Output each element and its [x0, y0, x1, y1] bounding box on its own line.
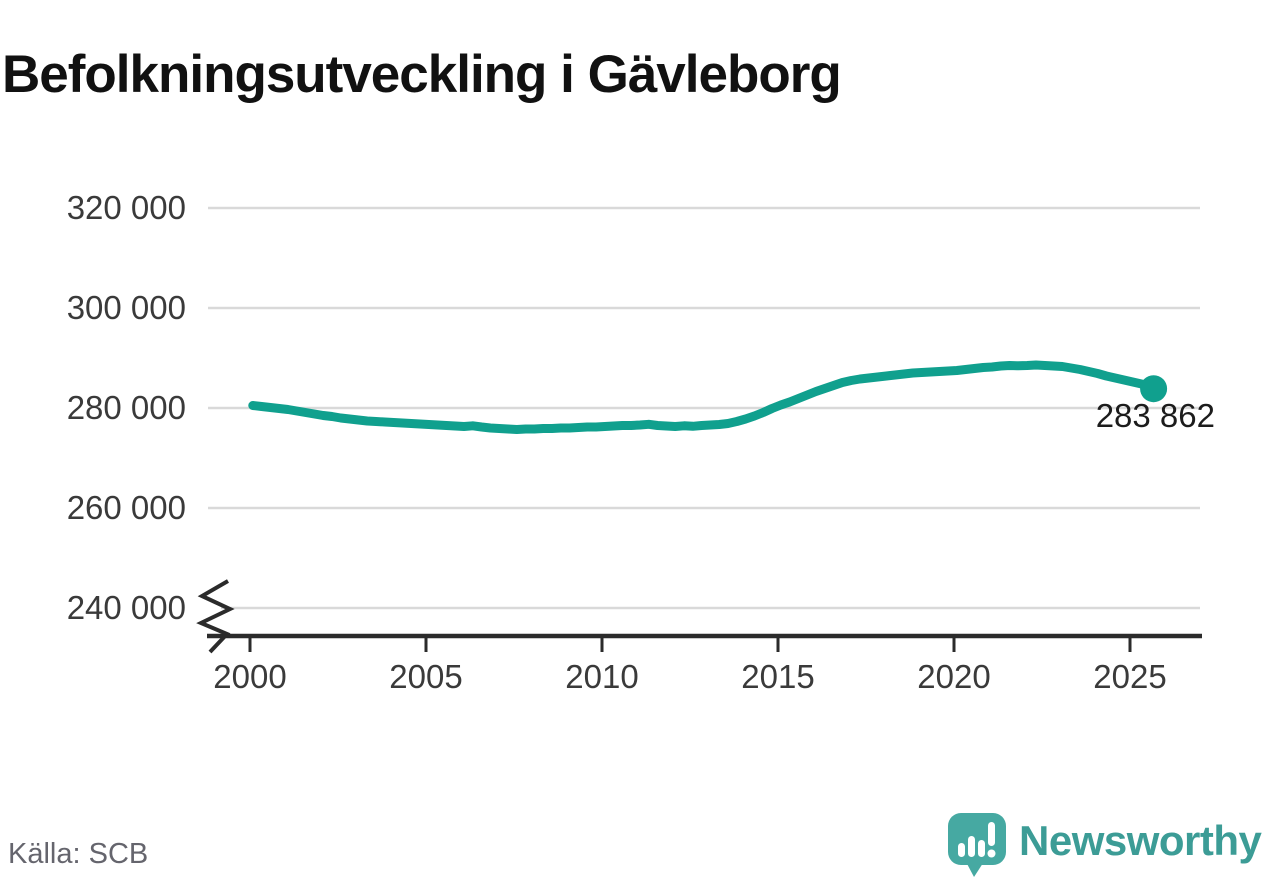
newsworthy-logo-icon: [948, 813, 1006, 877]
newsworthy-logo-text: Newsworthy: [1019, 817, 1262, 864]
y-axis-tick-label: 240 000: [66, 589, 186, 626]
end-value-label: 283 862: [1095, 397, 1215, 434]
y-axis-tick-label: 260 000: [66, 489, 186, 526]
y-axis-tick-label: 300 000: [66, 289, 186, 326]
y-axis-tick-label: 280 000: [66, 389, 186, 426]
line-chart: [196, 206, 1202, 654]
population-line: [248, 360, 1159, 434]
x-axis-tick-label: 2005: [389, 658, 463, 695]
y-axis-break-icon: [196, 579, 235, 654]
end-point-marker: [1140, 375, 1168, 403]
x-axis-tick-label: 2020: [917, 658, 991, 695]
y-axis-tick-label: 320 000: [66, 189, 186, 226]
page-title: Befolkningsutveckling i Gävleborg: [2, 44, 842, 104]
source-note: Källa: SCB: [8, 838, 149, 870]
newsworthy-branding: Newsworthy: [945, 810, 1262, 879]
x-axis-tick-label: 2025: [1093, 658, 1167, 695]
x-axis-tick-label: 2000: [213, 658, 287, 695]
x-axis-tick-label: 2010: [565, 658, 639, 695]
x-axis-tick-label: 2015: [741, 658, 815, 695]
